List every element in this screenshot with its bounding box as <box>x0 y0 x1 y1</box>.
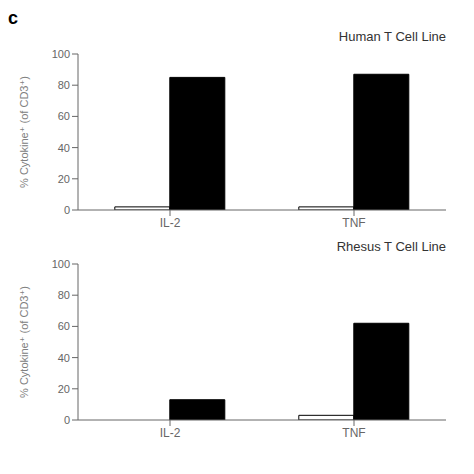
html-text:c: c <box>8 8 18 28</box>
svg-text:TNF: TNF <box>342 216 365 230</box>
svg-text:20: 20 <box>58 173 70 185</box>
svg-text:80: 80 <box>58 79 70 91</box>
svg-text:TNF: TNF <box>342 426 365 440</box>
svg-text:100: 100 <box>52 48 70 60</box>
svg-text:80: 80 <box>58 289 70 301</box>
svg-text:0: 0 <box>64 414 70 426</box>
svg-text:IL-2: IL-2 <box>160 426 181 440</box>
html-text:Rhesus T Cell Line: Rhesus T Cell Line <box>336 239 446 254</box>
svg-text:60: 60 <box>58 320 70 332</box>
svg-text:60: 60 <box>58 110 70 122</box>
svg-text:20: 20 <box>58 383 70 395</box>
svg-text:IL-2: IL-2 <box>160 216 181 230</box>
svg-text:% Cytokine⁺ (of CD3⁺): % Cytokine⁺ (of CD3⁺) <box>18 286 30 398</box>
svg-text:% Cytokine⁺ (of CD3⁺): % Cytokine⁺ (of CD3⁺) <box>18 76 30 188</box>
svg-text:0: 0 <box>64 204 70 216</box>
svg-text:40: 40 <box>58 142 70 154</box>
svg-text:100: 100 <box>52 258 70 270</box>
html-text:Human T Cell Line: Human T Cell Line <box>338 29 446 44</box>
svg-text:40: 40 <box>58 352 70 364</box>
